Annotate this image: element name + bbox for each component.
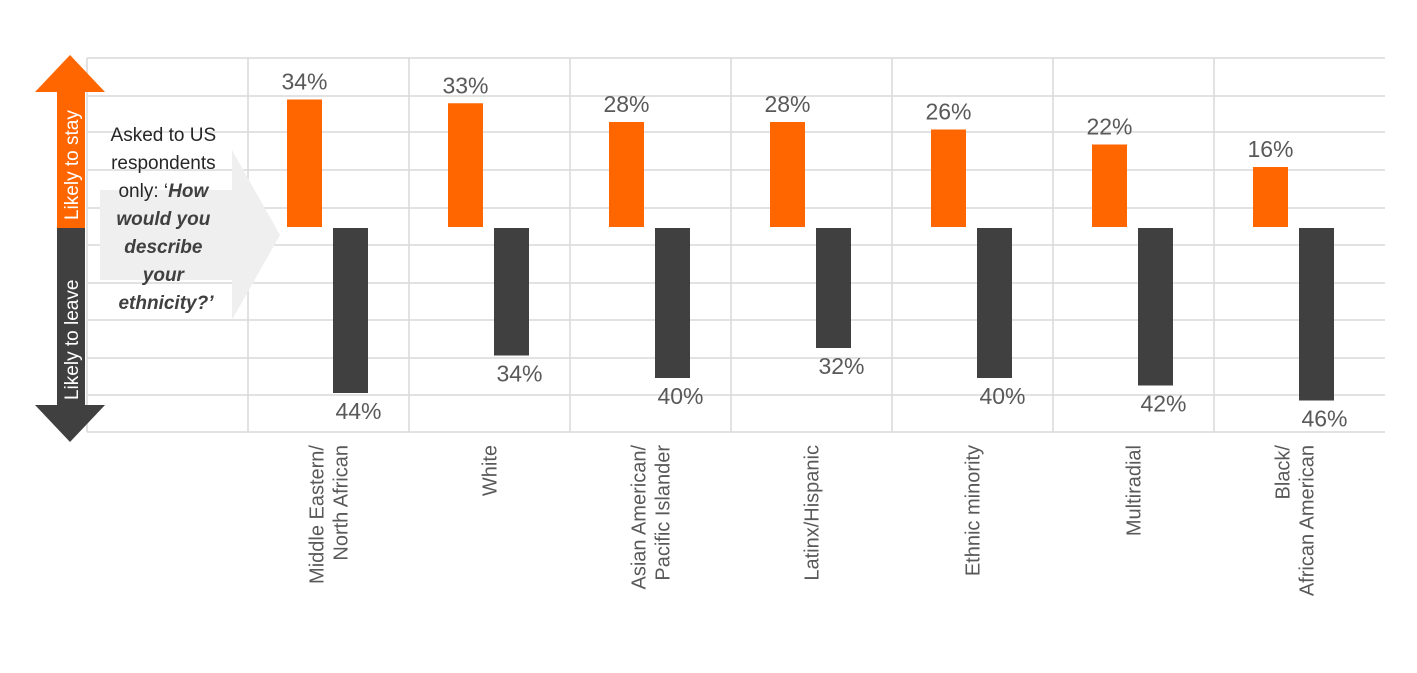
bar-stay: [1253, 167, 1288, 227]
bar-leave: [1138, 228, 1173, 386]
x-tick-label: Middle Eastern/: [307, 445, 329, 584]
bar-leave: [816, 228, 851, 348]
bar-leave: [977, 228, 1012, 378]
bars: 34% 44% Middle Eastern/North African 33% 34%…: [281, 69, 1347, 597]
grid: [86, 57, 1385, 433]
data-label-leave: 32%: [818, 353, 864, 379]
bar-stay: [448, 103, 483, 227]
bar-stay: [770, 122, 805, 227]
bar-stay: [287, 99, 322, 227]
data-label-stay: 33%: [442, 72, 488, 98]
data-label-leave: 46%: [1301, 406, 1347, 432]
x-tick-label: White: [480, 445, 502, 496]
data-label-stay: 28%: [764, 91, 810, 117]
arrow-down-icon: [35, 228, 105, 442]
arrow-up-icon: [35, 55, 105, 228]
bar-leave: [333, 228, 368, 393]
x-tick-label: North African: [331, 445, 353, 561]
stay-leave-axis-arrow: Likely to stay Likely to leave: [35, 55, 105, 442]
x-tick-label: Black/: [1273, 445, 1295, 500]
data-label-stay: 28%: [603, 91, 649, 117]
x-tick-label: Latinx/Hispanic: [802, 445, 824, 581]
data-label-leave: 34%: [496, 361, 542, 387]
question-arrow-shape: [100, 150, 280, 320]
x-tick-label: African American: [1297, 445, 1319, 596]
x-tick-label: Asian American/: [629, 445, 651, 590]
data-label-leave: 42%: [1140, 391, 1186, 417]
data-label-leave: 40%: [657, 383, 703, 409]
bar-stay: [1092, 144, 1127, 227]
bar-leave: [1299, 228, 1334, 401]
data-label-stay: 34%: [281, 69, 327, 95]
x-tick-label: Pacific Islander: [653, 445, 675, 581]
question-text: Asked to US respondents only: ‘How would…: [111, 125, 222, 314]
bar-stay: [609, 122, 644, 227]
bar-stay: [931, 129, 966, 227]
x-tick-label: Ethnic minority: [963, 445, 985, 576]
x-tick-label: Multiradial: [1124, 445, 1146, 536]
likely-to-stay-label: Likely to stay: [62, 110, 83, 220]
data-label-stay: 26%: [925, 99, 971, 125]
likely-to-leave-label: Likely to leave: [62, 280, 83, 400]
bar-leave: [494, 228, 529, 356]
data-label-stay: 16%: [1247, 136, 1293, 162]
data-label-leave: 40%: [979, 383, 1025, 409]
data-label-stay: 22%: [1086, 114, 1132, 140]
bar-leave: [655, 228, 690, 378]
data-label-leave: 44%: [335, 398, 381, 424]
